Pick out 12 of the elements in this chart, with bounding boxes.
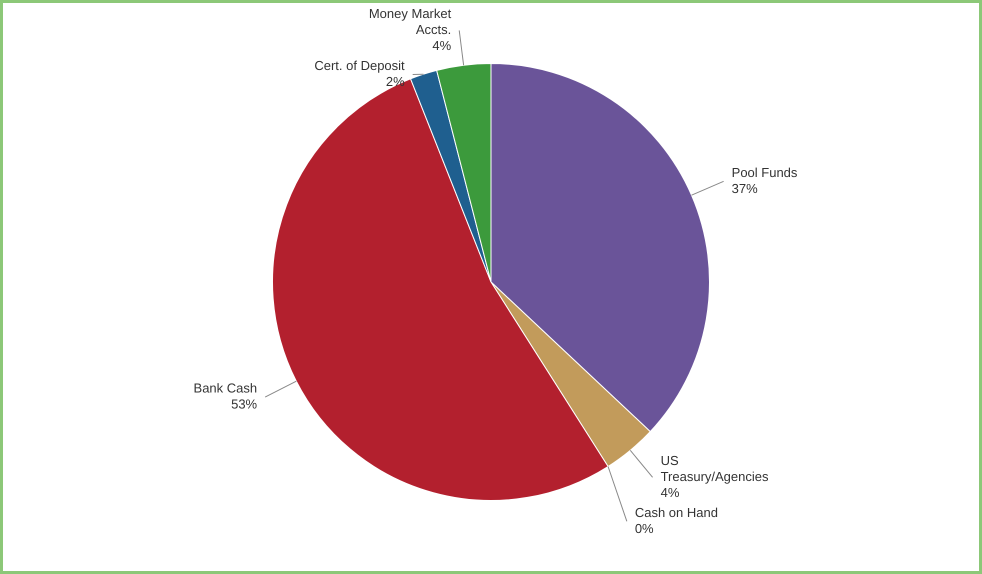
data-label: 4% [432, 38, 452, 54]
slice-label: US Treasury/Agencies [660, 452, 769, 484]
text: 0% [634, 520, 654, 536]
data-label: 53% [231, 396, 258, 412]
slice-label: Bank Cash [194, 380, 258, 396]
data-label: 37% [732, 180, 758, 196]
data-label: 4% [660, 484, 680, 500]
slice-label: Money Market Accts. [368, 6, 452, 38]
slice-label: Cert. of Deposit [314, 58, 406, 74]
data-label: 2% [386, 74, 406, 90]
category-label: Cash on Hand [634, 504, 718, 520]
slice-label: Pool Funds [732, 164, 798, 180]
